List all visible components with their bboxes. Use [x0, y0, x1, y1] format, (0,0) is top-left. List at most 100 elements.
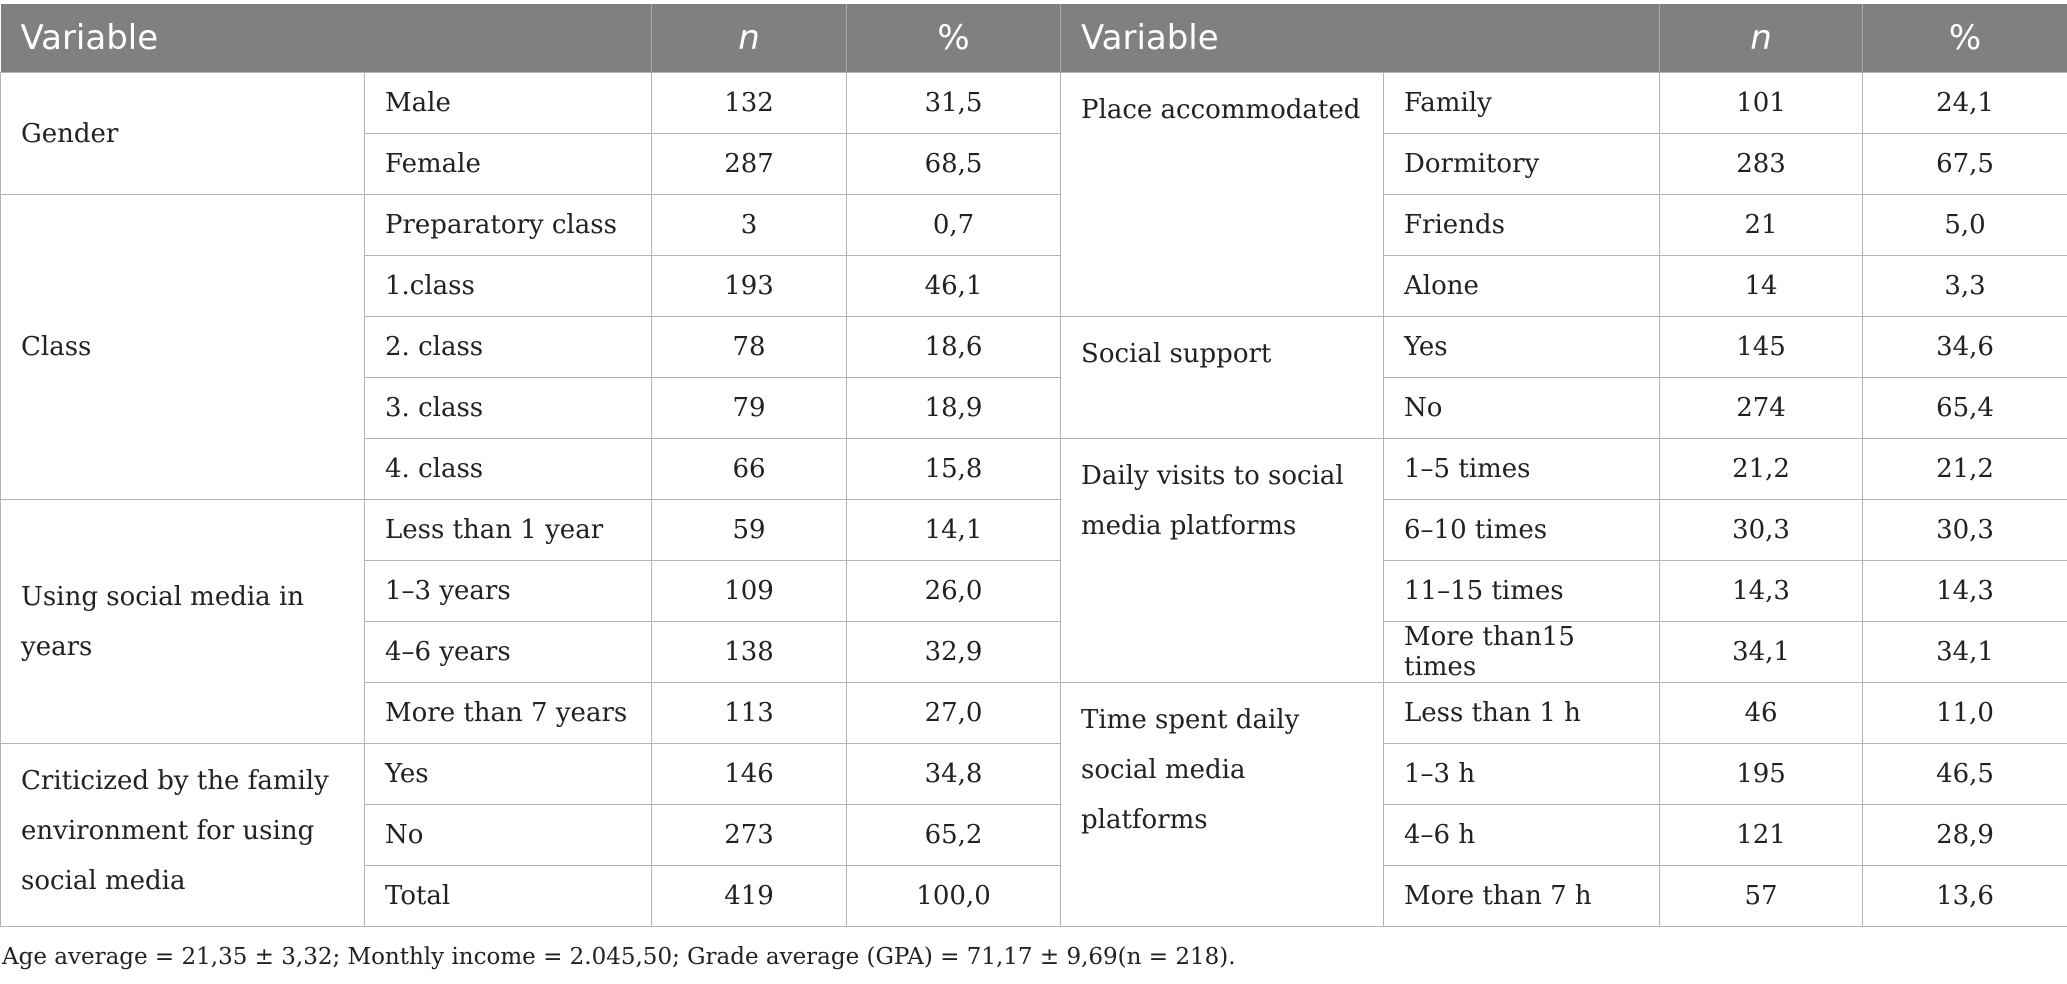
category-cell: No	[363, 804, 653, 866]
n-cell: 287	[651, 133, 848, 195]
category-cell: Male	[363, 72, 653, 134]
category-cell: 4. class	[363, 438, 653, 500]
variable-gender: Gender	[0, 72, 365, 195]
n-cell: 145	[1659, 316, 1864, 378]
pct-cell: 67,5	[1862, 133, 2067, 195]
n-cell: 78	[651, 316, 848, 378]
header-variable-right: Variable	[1060, 4, 1661, 73]
pct-cell: 65,2	[846, 804, 1062, 866]
table-row: Criticized by the family environment for…	[0, 743, 2067, 927]
n-cell: 21	[1659, 194, 1864, 256]
category-cell: Yes	[363, 743, 653, 805]
pct-cell: 30,3	[1862, 499, 2067, 561]
pct-cell: 18,9	[846, 377, 1062, 439]
n-cell: 109	[651, 560, 848, 622]
category-cell: More than 7 h	[1383, 865, 1661, 927]
data-table: Variable n % Variable n % Gender Male 13…	[0, 4, 2067, 927]
pct-cell: 65,4	[1862, 377, 2067, 439]
category-cell: Family	[1383, 72, 1661, 134]
pct-cell: 24,1	[1862, 72, 2067, 134]
pct-cell: 28,9	[1862, 804, 2067, 866]
category-cell: Friends	[1383, 194, 1661, 256]
n-cell: 121	[1659, 804, 1864, 866]
variable-daily-visits: Daily visits to social media platforms	[1060, 438, 1385, 683]
table-row: 3. class 79 18,9 No 274 65,4	[1, 377, 2067, 439]
category-cell: Less than 1 year	[363, 499, 653, 561]
variable-time-spent-daily: Time spent daily social media platforms	[1060, 682, 1385, 927]
table-row: 2. class 78 18,6 Social support Yes 145 …	[1, 316, 2067, 439]
header-n-right: n	[1659, 4, 1864, 73]
n-cell: 59	[651, 499, 848, 561]
n-cell: 46	[1659, 682, 1864, 744]
n-cell: 66	[651, 438, 848, 500]
pct-cell: 32,9	[846, 621, 1062, 683]
n-cell: 14	[1659, 255, 1864, 317]
category-cell: 1–5 times	[1383, 438, 1661, 500]
pct-cell: 5,0	[1862, 194, 2067, 256]
table-row: Gender Male 132 31,5 Place accommodated …	[0, 72, 2067, 317]
n-cell: 101	[1659, 72, 1864, 134]
header-n-left: n	[651, 4, 848, 73]
header-pct-right: %	[1862, 4, 2067, 73]
category-cell: More than15 times	[1383, 621, 1661, 683]
pct-cell: 34,8	[846, 743, 1062, 805]
pct-cell: 18,6	[846, 316, 1062, 378]
pct-cell: 34,1	[1862, 621, 2067, 683]
variable-using-social-media-years: Using social media in years	[0, 499, 365, 744]
table-row: 1.class 193 46,1 Alone 14 3,3	[1, 255, 2067, 317]
n-cell: 419	[651, 865, 848, 927]
category-cell: Dormitory	[1383, 133, 1661, 195]
table-row: Total 419 100,0 More than 7 h 57 13,6	[1, 865, 2067, 927]
table-row: Using social media in years Less than 1 …	[0, 499, 2067, 744]
table-row: 4. class 66 15,8 Daily visits to social …	[1, 438, 2067, 683]
category-cell: 1–3 years	[363, 560, 653, 622]
pct-cell: 68,5	[846, 133, 1062, 195]
pct-cell: 0,7	[846, 194, 1062, 256]
n-cell: 113	[651, 682, 848, 744]
pct-cell: 100,0	[846, 865, 1062, 927]
pct-cell: 13,6	[1862, 865, 2067, 927]
n-cell: 57	[1659, 865, 1864, 927]
variable-class: Class	[0, 194, 365, 500]
pct-cell: 21,2	[1862, 438, 2067, 500]
category-cell: Alone	[1383, 255, 1661, 317]
pct-cell: 31,5	[846, 72, 1062, 134]
table-row: More than 7 years 113 27,0 Time spent da…	[1, 682, 2067, 927]
category-cell: Less than 1 h	[1383, 682, 1661, 744]
category-cell: More than 7 years	[363, 682, 653, 744]
pct-cell: 46,1	[846, 255, 1062, 317]
category-cell: 4–6 years	[363, 621, 653, 683]
variable-place-accommodated: Place accommodated	[1060, 72, 1385, 317]
n-cell: 273	[651, 804, 848, 866]
table-row: Class Preparatory class 3 0,7 Friends 21…	[0, 194, 2067, 500]
pct-cell: 15,8	[846, 438, 1062, 500]
n-cell: 132	[651, 72, 848, 134]
category-cell: Yes	[1383, 316, 1661, 378]
category-cell: No	[1383, 377, 1661, 439]
category-cell: Total	[363, 865, 653, 927]
n-cell: 21,2	[1659, 438, 1864, 500]
header-row: Variable n % Variable n %	[0, 4, 2067, 73]
category-cell: 3. class	[363, 377, 653, 439]
category-cell: 1.class	[363, 255, 653, 317]
n-cell: 138	[651, 621, 848, 683]
pct-cell: 3,3	[1862, 255, 2067, 317]
pct-cell: 11,0	[1862, 682, 2067, 744]
n-cell: 34,1	[1659, 621, 1864, 683]
pct-cell: 27,0	[846, 682, 1062, 744]
category-cell: Female	[363, 133, 653, 195]
pct-cell: 14,3	[1862, 560, 2067, 622]
pct-cell: 14,1	[846, 499, 1062, 561]
variable-criticized-by-family: Criticized by the family environment for…	[0, 743, 365, 927]
n-cell: 14,3	[1659, 560, 1864, 622]
n-cell: 195	[1659, 743, 1864, 805]
n-cell: 3	[651, 194, 848, 256]
n-cell: 146	[651, 743, 848, 805]
header-variable-left: Variable	[0, 4, 653, 73]
n-cell: 79	[651, 377, 848, 439]
category-cell: 1–3 h	[1383, 743, 1661, 805]
category-cell: 11–15 times	[1383, 560, 1661, 622]
category-cell: 6–10 times	[1383, 499, 1661, 561]
n-cell: 193	[651, 255, 848, 317]
n-cell: 283	[1659, 133, 1864, 195]
